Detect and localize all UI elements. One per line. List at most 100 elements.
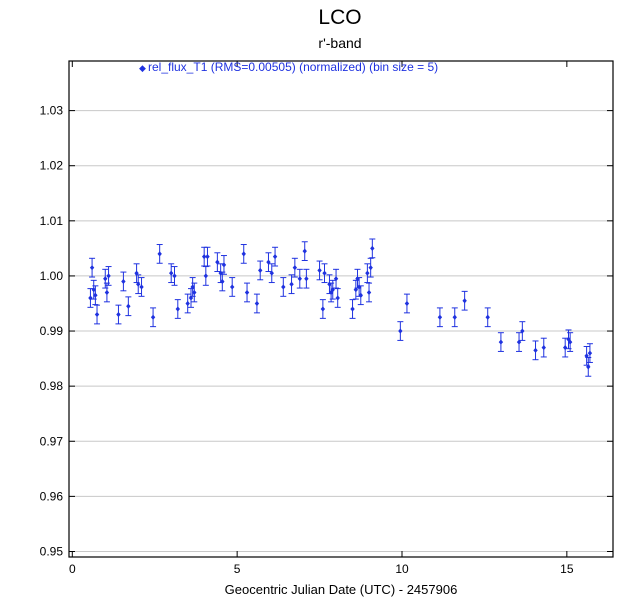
point-marker [221, 262, 227, 268]
point-marker [370, 245, 375, 251]
point-marker [215, 259, 220, 265]
data-point [120, 271, 127, 292]
data-point [156, 244, 163, 264]
point-marker [172, 273, 177, 279]
y-tick-label: 1.02 [40, 159, 64, 173]
point-marker [330, 287, 335, 293]
data-point [349, 299, 356, 319]
data-point [367, 257, 374, 278]
point-marker [244, 289, 250, 296]
data-point [532, 340, 539, 361]
data-point [301, 241, 308, 262]
data-point [229, 277, 236, 297]
point-marker [304, 276, 309, 282]
point-marker [398, 328, 403, 334]
data-point [296, 268, 303, 289]
point-marker [241, 251, 246, 257]
point-marker [485, 314, 490, 320]
data-point [403, 293, 410, 314]
y-tick-label: 1.03 [40, 104, 64, 118]
data-point [244, 282, 251, 303]
point-marker [322, 270, 327, 276]
data-point [168, 263, 175, 284]
point-marker [185, 300, 190, 307]
data-point [567, 332, 574, 352]
point-marker [358, 292, 363, 298]
data-point [321, 263, 328, 284]
data-point [135, 274, 142, 295]
data-point [115, 304, 122, 325]
x-tick-label: 15 [560, 562, 574, 576]
point-marker [201, 254, 207, 260]
data-point [397, 321, 404, 341]
point-marker [175, 306, 180, 312]
point-marker [281, 284, 286, 290]
point-marker [302, 248, 307, 254]
data-point [334, 288, 341, 308]
point-marker [437, 314, 443, 320]
data-point [357, 285, 364, 306]
point-marker [586, 364, 591, 370]
point-marker [566, 336, 571, 342]
data-point [329, 279, 336, 300]
point-marker [292, 265, 298, 271]
x-axis-label: Geocentric Julian Date (UTC) - 2457906 [225, 582, 458, 597]
point-marker [333, 276, 339, 282]
point-marker [356, 284, 362, 290]
y-tick-label: 1.01 [40, 214, 64, 228]
point-marker [150, 314, 156, 320]
point-marker [365, 270, 370, 276]
point-marker [297, 276, 302, 282]
point-marker [350, 306, 355, 312]
point-marker [368, 265, 373, 271]
data-point [586, 343, 593, 363]
data-point [364, 263, 371, 284]
point-marker [462, 298, 467, 304]
y-tick-label: 0.95 [40, 544, 64, 558]
point-marker [353, 287, 359, 293]
point-marker [541, 344, 546, 351]
data-point [240, 244, 247, 264]
data-point [280, 277, 287, 297]
data-point [105, 266, 112, 286]
data-point [333, 268, 340, 289]
point-marker [139, 284, 144, 290]
point-marker [169, 270, 174, 276]
data-point [436, 307, 443, 328]
x-tick-label: 10 [395, 562, 409, 576]
data-point [497, 332, 504, 352]
data-point [451, 307, 458, 328]
data-point [133, 263, 140, 284]
point-marker [562, 344, 568, 351]
point-marker [136, 281, 141, 287]
point-marker [254, 300, 260, 307]
data-point [184, 293, 191, 314]
point-marker [258, 267, 263, 274]
plot-frame [68, 60, 614, 558]
point-marker [272, 254, 278, 260]
grid-lines [69, 110, 613, 552]
data-point [189, 277, 196, 297]
point-marker [157, 251, 162, 257]
data-point [171, 266, 178, 286]
data-point [484, 307, 491, 328]
data-point [303, 268, 310, 289]
point-marker [452, 314, 457, 320]
data-point [150, 307, 157, 328]
data-point [516, 332, 523, 352]
point-marker [91, 287, 96, 293]
point-marker [520, 328, 525, 334]
point-marker [94, 311, 100, 318]
data-point [272, 246, 279, 267]
data-point [519, 321, 526, 341]
point-marker [587, 350, 593, 356]
legend-label: rel_flux_T1 (RMS=0.00505) (normalized) (… [148, 60, 438, 74]
data-point [369, 238, 376, 259]
y-tick-label: 0.97 [40, 434, 64, 448]
data-point [291, 257, 298, 278]
data-point [138, 277, 145, 297]
y-tick-label: 0.99 [40, 324, 64, 338]
data-point [204, 246, 211, 267]
point-marker [88, 295, 93, 301]
point-marker [533, 347, 538, 353]
